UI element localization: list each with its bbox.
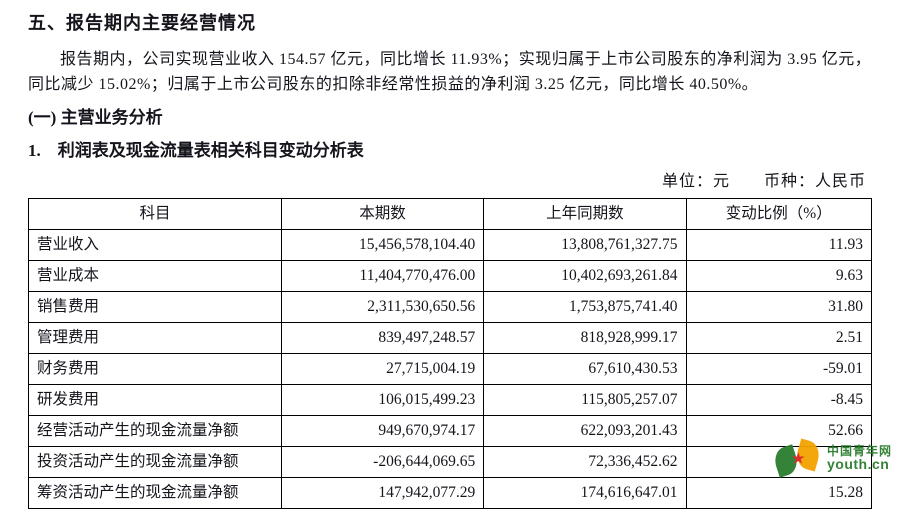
cell-prior: 115,805,257.07 (484, 385, 686, 416)
row-label: 筹资活动产生的现金流量净额 (29, 478, 282, 509)
financial-table: 科目 本期数 上年同期数 变动比例（%） 营业收入15,456,578,104.… (28, 198, 872, 509)
row-label: 营业收入 (29, 229, 282, 260)
table-row: 财务费用27,715,004.1967,610,430.53-59.01 (29, 354, 872, 385)
watermark-logo-icon: ★ (775, 441, 821, 475)
col-header-item: 科目 (29, 198, 282, 229)
table-row: 研发费用106,015,499.23115,805,257.07-8.45 (29, 385, 872, 416)
cell-prior: 622,093,201.43 (484, 416, 686, 447)
cell-change: 11.93 (686, 229, 871, 260)
cell-current: 2,311,530,650.56 (281, 292, 483, 323)
cell-current: 11,404,770,476.00 (281, 261, 483, 292)
section-heading-5: 五、报告期内主要经营情况 (28, 10, 872, 38)
watermark-text: 中国青年网 youth.cn (827, 445, 892, 471)
table-row: 经营活动产生的现金流量净额949,670,974.17622,093,201.4… (29, 416, 872, 447)
col-header-current: 本期数 (281, 198, 483, 229)
row-label: 研发费用 (29, 385, 282, 416)
row-label: 经营活动产生的现金流量净额 (29, 416, 282, 447)
table-row: 管理费用839,497,248.57818,928,999.172.51 (29, 323, 872, 354)
cell-current: 15,456,578,104.40 (281, 229, 483, 260)
report-page: 五、报告期内主要经营情况 报告期内，公司实现营业收入 154.57 亿元，同比增… (0, 0, 900, 509)
row-label: 管理费用 (29, 323, 282, 354)
cell-prior: 1,753,875,741.40 (484, 292, 686, 323)
col-header-prior: 上年同期数 (484, 198, 686, 229)
table-row: 筹资活动产生的现金流量净额147,942,077.29174,616,647.0… (29, 478, 872, 509)
cell-current: 27,715,004.19 (281, 354, 483, 385)
cell-current: -206,644,069.65 (281, 447, 483, 478)
table-header-row: 科目 本期数 上年同期数 变动比例（%） (29, 198, 872, 229)
cell-prior: 818,928,999.17 (484, 323, 686, 354)
summary-paragraph: 报告期内，公司实现营业收入 154.57 亿元，同比增长 11.93%；实现归属… (28, 48, 872, 98)
cell-change: 15.28 (686, 478, 871, 509)
row-label: 营业成本 (29, 261, 282, 292)
cell-current: 949,670,974.17 (281, 416, 483, 447)
cell-prior: 174,616,647.01 (484, 478, 686, 509)
cell-change: -8.45 (686, 385, 871, 416)
unit-currency-line: 单位：元 币种：人民币 (28, 170, 872, 195)
table-row: 营业收入15,456,578,104.4013,808,761,327.7511… (29, 229, 872, 260)
cell-prior: 67,610,430.53 (484, 354, 686, 385)
table-body: 营业收入15,456,578,104.4013,808,761,327.7511… (29, 229, 872, 508)
table-row: 投资活动产生的现金流量净额-206,644,069.6572,336,452.6… (29, 447, 872, 478)
star-icon: ★ (792, 449, 805, 471)
watermark-en: youth.cn (827, 457, 892, 471)
cell-current: 106,015,499.23 (281, 385, 483, 416)
source-watermark: ★ 中国青年网 youth.cn (775, 441, 892, 475)
cell-change: 31.80 (686, 292, 871, 323)
row-label: 销售费用 (29, 292, 282, 323)
cell-change: 9.63 (686, 261, 871, 292)
table-row: 销售费用2,311,530,650.561,753,875,741.4031.8… (29, 292, 872, 323)
cell-change: -59.01 (686, 354, 871, 385)
subsection-heading-1: (一) 主营业务分析 (28, 105, 872, 131)
cell-current: 839,497,248.57 (281, 323, 483, 354)
cell-prior: 72,336,452.62 (484, 447, 686, 478)
table-title: 1. 利润表及现金流量表相关科目变动分析表 (28, 138, 872, 164)
cell-change: 2.51 (686, 323, 871, 354)
table-row: 营业成本11,404,770,476.0010,402,693,261.849.… (29, 261, 872, 292)
cell-prior: 10,402,693,261.84 (484, 261, 686, 292)
cell-current: 147,942,077.29 (281, 478, 483, 509)
row-label: 财务费用 (29, 354, 282, 385)
row-label: 投资活动产生的现金流量净额 (29, 447, 282, 478)
cell-prior: 13,808,761,327.75 (484, 229, 686, 260)
col-header-change: 变动比例（%） (686, 198, 871, 229)
